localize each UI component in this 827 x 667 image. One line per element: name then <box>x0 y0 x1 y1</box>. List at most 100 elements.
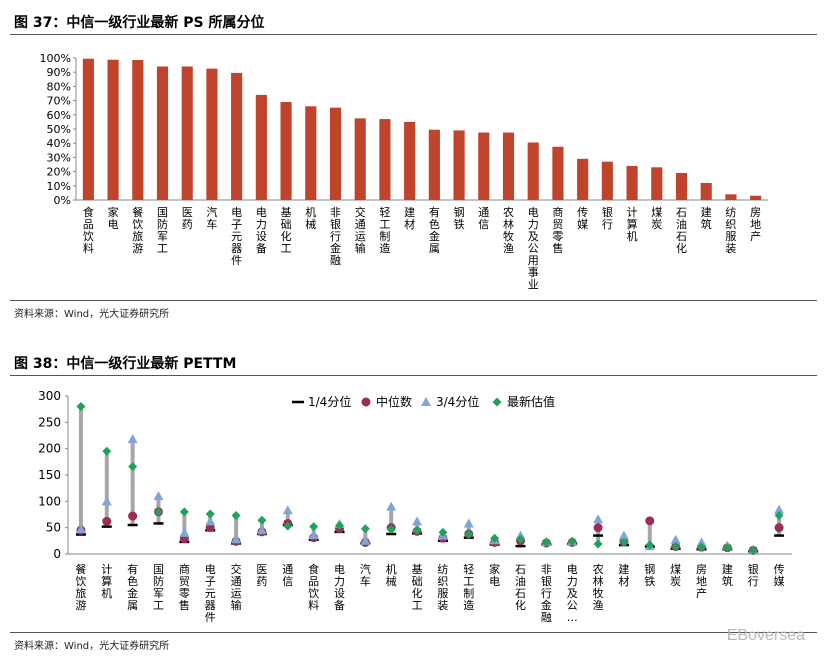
bar-20 <box>552 146 564 200</box>
bar-27 <box>725 194 737 200</box>
median-marker <box>645 516 655 526</box>
latest-marker <box>102 446 112 456</box>
y-tick-label: 40% <box>47 137 71 150</box>
x-tick-label: 银行 <box>602 205 613 231</box>
q3-marker <box>670 534 681 544</box>
x-tick-label: 电子元器件 <box>231 206 242 267</box>
q3-marker <box>231 534 242 544</box>
x-tick-label: 医药 <box>182 206 193 231</box>
bar-2 <box>107 59 119 200</box>
latest-marker <box>76 402 86 412</box>
bar-4 <box>156 66 169 200</box>
q3-marker <box>127 434 138 444</box>
x-tick-label: 国防军工 <box>157 206 168 255</box>
x-tick-label: 非银行金融 <box>541 563 552 624</box>
q3-marker <box>463 518 474 528</box>
x-tick-label: 国防军工 <box>153 563 164 612</box>
q3-marker <box>696 537 707 547</box>
x-tick-label: 电力及公用事业 <box>528 206 539 291</box>
latest-marker <box>490 533 500 543</box>
median-marker <box>593 523 603 533</box>
latest-marker <box>541 537 551 547</box>
y-tick-label: 10% <box>47 180 71 193</box>
x-tick-label: 家电 <box>489 562 500 588</box>
bar-8 <box>255 94 267 200</box>
legend-latest-swatch <box>492 397 502 407</box>
x-tick-label: 计算机 <box>101 563 112 600</box>
y-tick-label: 70% <box>47 95 71 108</box>
x-tick-label: 非银行金融 <box>330 206 341 267</box>
bar-18 <box>502 132 515 200</box>
x-tick-label: 煤炭 <box>651 206 662 231</box>
y-tick-label: 80% <box>47 80 71 93</box>
y-tick-label: 0 <box>53 547 61 561</box>
y-tick-label: 30% <box>47 151 71 164</box>
latest-marker <box>516 534 525 544</box>
bar-15 <box>428 129 440 200</box>
x-tick-label: 建筑 <box>701 205 712 231</box>
latest-marker <box>386 524 396 534</box>
x-tick-label: 商贸零售 <box>179 562 190 612</box>
q3-marker <box>179 527 190 537</box>
latest-marker <box>205 509 215 519</box>
bar-16 <box>453 130 465 200</box>
fig38-source: 资料来源：Wind，光大证券研究所 <box>14 641 170 652</box>
x-tick-label: 农林牧渔 <box>503 205 514 255</box>
x-tick-label: 纺织服装 <box>725 205 736 255</box>
x-tick-label: 电力及公… <box>567 563 578 624</box>
x-tick-label: 汽车 <box>360 562 371 588</box>
fig37-bottom-rule <box>10 300 817 301</box>
bar-10 <box>305 106 317 200</box>
median-marker <box>102 516 112 526</box>
latest-marker <box>283 521 293 531</box>
legend-label: 最新估值 <box>507 394 555 409</box>
latest-marker <box>774 511 784 521</box>
y-tick-label: 100% <box>40 52 71 65</box>
bar-5 <box>181 66 193 200</box>
x-tick-label: 交通运输 <box>355 205 366 255</box>
q3-marker <box>101 496 112 506</box>
x-tick-label: 交通运输 <box>231 562 242 612</box>
x-tick-label: 纺织服装 <box>437 562 448 612</box>
latest-marker <box>748 545 758 555</box>
q3-marker <box>205 516 216 526</box>
x-tick-label: 计算机 <box>627 206 638 243</box>
x-tick-label: 电子元器件 <box>205 563 216 624</box>
legend-q3-swatch <box>421 397 431 406</box>
latest-marker <box>335 521 344 531</box>
x-tick-label: 餐饮旅游 <box>132 205 143 255</box>
x-tick-label: 餐饮旅游 <box>75 562 86 612</box>
legend-label: 中位数 <box>376 394 412 409</box>
x-tick-label: 电力设备 <box>256 206 267 255</box>
bar-12 <box>354 118 366 200</box>
y-tick-label: 60% <box>47 109 71 122</box>
bar-13 <box>379 119 391 200</box>
q3-marker <box>308 530 319 540</box>
x-tick-label: 医药 <box>256 563 267 588</box>
latest-marker <box>464 529 474 539</box>
fig38-title: 图 38：中信一级行业最新 PETTM <box>14 356 237 372</box>
bar-1 <box>82 58 94 201</box>
legend-median-swatch <box>361 397 371 407</box>
y-tick-label: 50 <box>46 521 61 535</box>
q3-marker <box>282 505 293 515</box>
x-tick-label: 银行 <box>748 562 759 588</box>
q3-marker <box>618 530 629 540</box>
y-tick-label: 150 <box>38 468 61 482</box>
x-tick-label: 通信 <box>282 563 293 588</box>
x-tick-label: 传媒 <box>577 206 588 231</box>
q3-marker <box>386 501 397 511</box>
fig37-top-rule <box>10 34 817 35</box>
x-tick-label: 农林牧渔 <box>593 562 604 612</box>
latest-marker <box>722 543 732 553</box>
bar-7 <box>231 72 243 200</box>
bar-19 <box>527 142 539 200</box>
x-tick-label: 基础化工 <box>281 206 292 255</box>
bar-24 <box>651 167 663 200</box>
bar-26 <box>700 182 712 200</box>
legend-label: 3/4分位 <box>436 394 479 409</box>
x-tick-label: 电力设备 <box>334 563 345 612</box>
y-tick-label: 200 <box>38 442 61 456</box>
x-tick-label: 轻工制造 <box>463 562 474 612</box>
bar-9 <box>280 102 292 200</box>
